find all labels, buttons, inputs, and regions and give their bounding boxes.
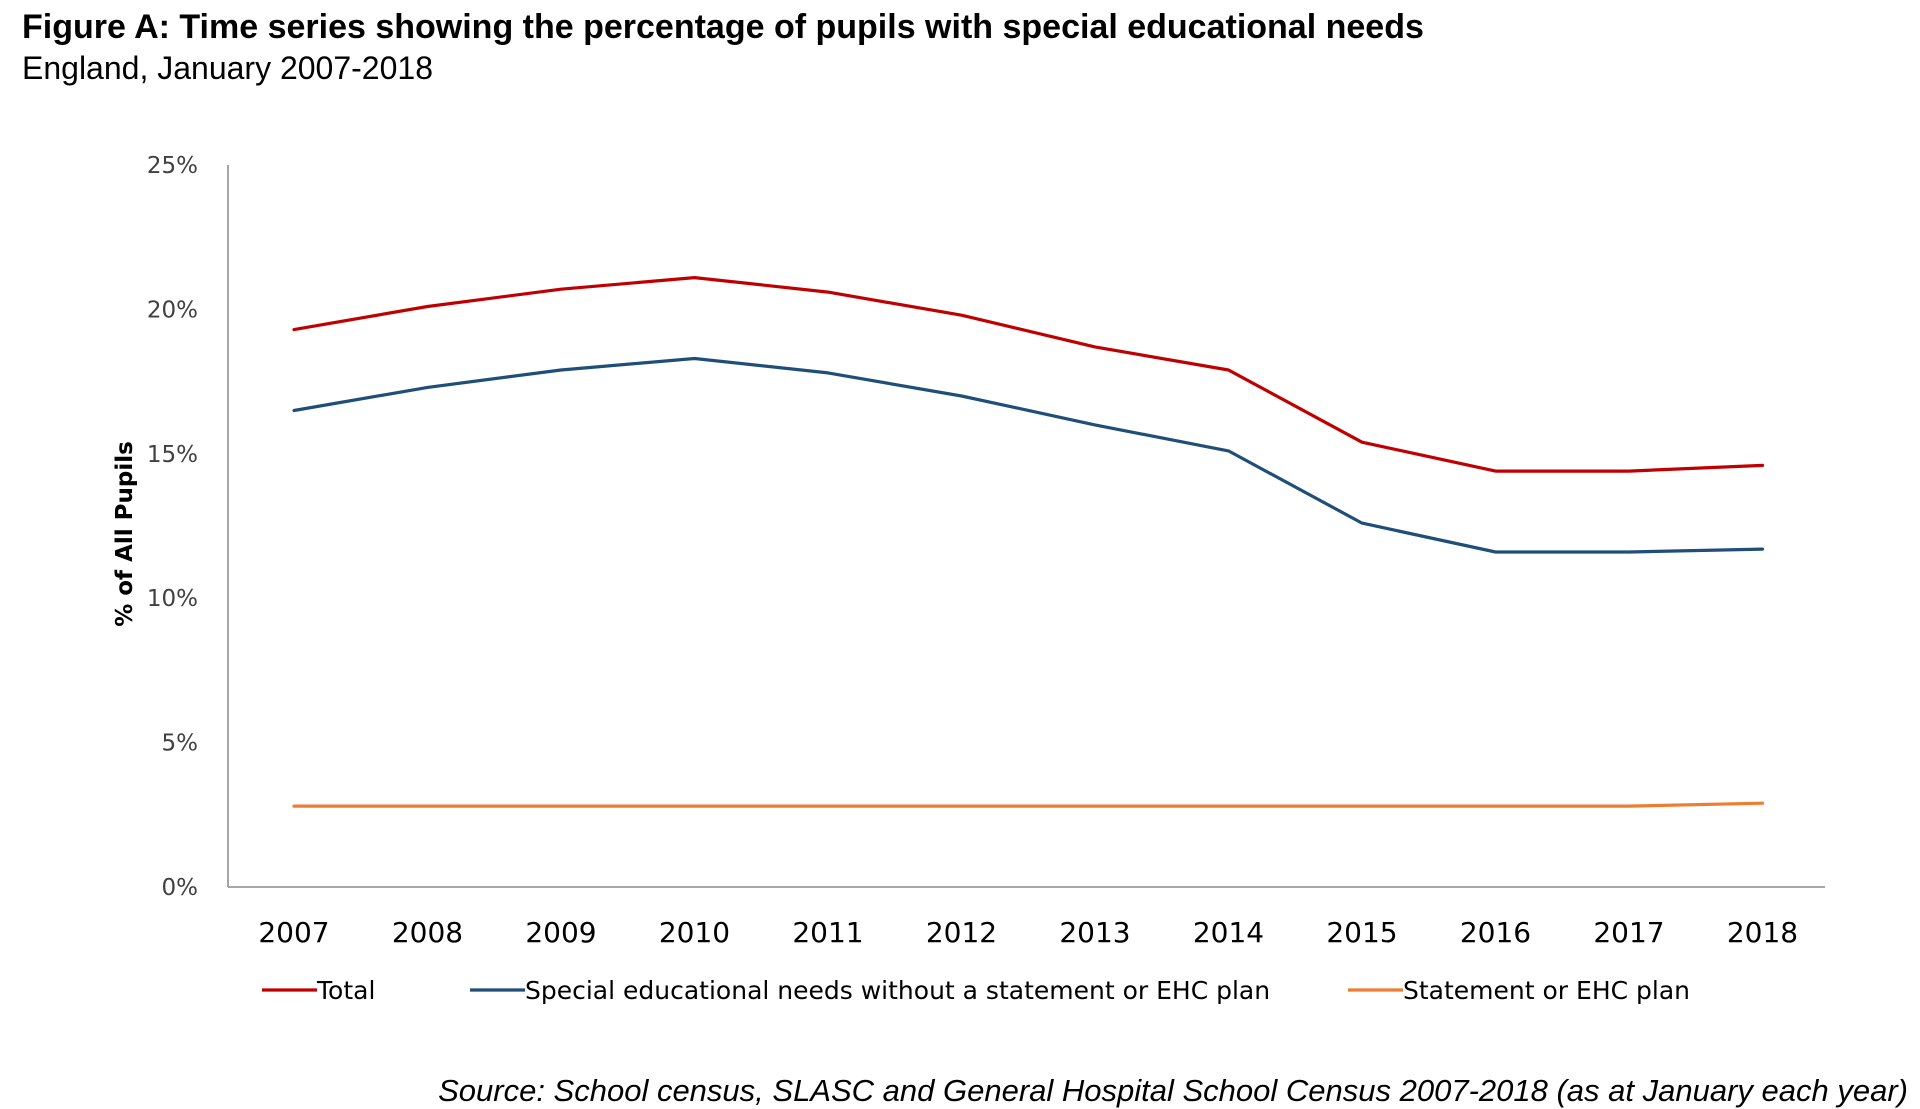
y-tick-label: 0%	[162, 875, 199, 901]
legend-label-1: Total	[316, 976, 375, 1005]
x-tick-label: 2014	[1193, 916, 1264, 949]
x-tick-label: 2017	[1593, 916, 1664, 949]
line-chart: 0% 5% 10% 15% 20% 25% 2007 2008 2009 2010 2011 2012…	[112, 153, 1825, 1005]
chart-series	[292, 276, 1765, 808]
y-tick-label: 10%	[147, 586, 198, 612]
figure-title: Figure A: Time series showing the percen…	[22, 8, 1424, 46]
figure-source: Source: School census, SLASC and General…	[438, 1073, 1908, 1108]
series-line-1	[292, 276, 1765, 473]
x-tick-label: 2009	[525, 916, 596, 949]
figure-subtitle: England, January 2007-2018	[22, 50, 433, 86]
chart-axes	[227, 165, 1825, 888]
x-tick-label: 2011	[792, 916, 863, 949]
y-tick-label: 5%	[162, 731, 199, 757]
x-tick-label: 2018	[1727, 916, 1798, 949]
x-tick-label: 2007	[258, 916, 329, 949]
y-tick-label: 20%	[147, 297, 198, 323]
x-tick-label: 2013	[1059, 916, 1130, 949]
series-line-2	[292, 356, 1765, 554]
legend-label-2: Special educational needs without a stat…	[525, 976, 1270, 1005]
chart-tick-labels: 0% 5% 10% 15% 20% 25% 2007 2008 2009 2010 2011 2012…	[112, 153, 1798, 949]
x-tick-label: 2010	[659, 916, 730, 949]
y-tick-label: 25%	[147, 153, 198, 179]
x-tick-label: 2015	[1326, 916, 1397, 949]
chart-legend: Total Special educational needs without a…	[262, 976, 1690, 1005]
y-axis-label: % of All Pupils	[112, 441, 138, 627]
x-tick-label: 2008	[392, 916, 463, 949]
series-line-3	[292, 801, 1765, 808]
legend-label-3: Statement or EHC plan	[1403, 976, 1690, 1005]
x-tick-label: 2012	[926, 916, 997, 949]
x-tick-label: 2016	[1460, 916, 1531, 949]
y-tick-label: 15%	[147, 442, 198, 468]
